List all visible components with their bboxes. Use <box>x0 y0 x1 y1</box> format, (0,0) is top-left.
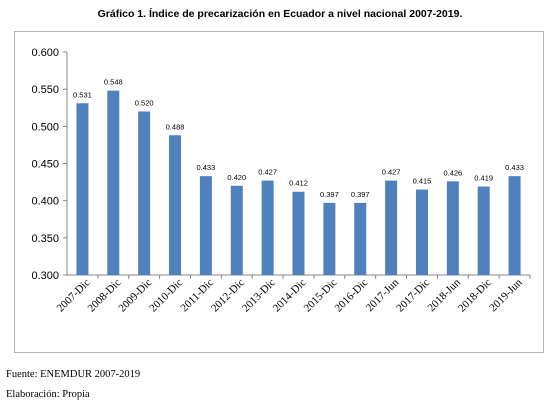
bar <box>354 202 367 275</box>
data-label: 0.397 <box>320 190 339 199</box>
chart-title: Gráfico 1. Índice de precarización en Ec… <box>97 8 463 20</box>
y-tick-label: 0.400 <box>31 196 59 208</box>
x-tick-label: 2013-Dic <box>240 277 278 315</box>
y-tick-label: 0.350 <box>31 233 59 245</box>
data-label: 0.412 <box>289 179 308 188</box>
bar <box>415 189 428 275</box>
data-label: 0.427 <box>382 168 401 177</box>
elaboration-note: Elaboración: Propia <box>6 389 90 400</box>
bar <box>76 103 89 275</box>
data-label: 0.433 <box>197 163 216 172</box>
bar <box>385 180 398 275</box>
y-tick-label: 0.450 <box>31 159 59 171</box>
y-tick-label: 0.600 <box>31 47 59 59</box>
data-label: 0.420 <box>227 173 246 182</box>
data-label: 0.397 <box>351 190 370 199</box>
chart-frame <box>14 31 544 353</box>
y-tick-label: 0.550 <box>31 84 59 96</box>
source-note: Fuente: ENEMDUR 2007-2019 <box>6 369 141 380</box>
bar <box>508 176 521 275</box>
x-tick-label: 2017-Dic <box>394 277 432 315</box>
data-label: 0.427 <box>258 168 277 177</box>
bar <box>261 180 274 275</box>
bar <box>446 181 459 275</box>
x-tick-label: 2018-Dic <box>456 277 494 315</box>
x-tick-label: 2009-Dic <box>116 277 154 315</box>
bar-chart: 0.300 0.350 0.400 0.450 0.500 0.550 0.600 0.531… <box>31 47 531 315</box>
data-label: 0.520 <box>135 98 154 107</box>
bar <box>169 135 182 275</box>
data-label: 0.548 <box>104 78 123 87</box>
data-label: 0.488 <box>166 122 185 131</box>
y-tick-label: 0.500 <box>31 121 59 133</box>
data-label: 0.433 <box>505 163 524 172</box>
x-tick-label: 2016-Dic <box>332 277 370 315</box>
bar <box>107 90 120 275</box>
bar <box>199 176 212 275</box>
bar <box>230 185 243 275</box>
y-tick-label: 0.300 <box>31 270 59 282</box>
x-tick-label: 2019-Jun <box>487 276 525 314</box>
bar <box>138 111 151 275</box>
x-tick-label: 2014-Dic <box>271 277 309 315</box>
bar <box>292 191 305 275</box>
data-label: 0.419 <box>474 174 493 183</box>
bar <box>323 202 336 275</box>
data-label: 0.531 <box>73 90 92 99</box>
x-tick-label: 2010-Dic <box>147 277 185 315</box>
data-label: 0.415 <box>413 177 432 186</box>
x-tick-label: 2007-Dic <box>55 277 93 315</box>
bar <box>477 186 490 275</box>
x-tick-label: 2012-Dic <box>209 277 247 315</box>
data-label: 0.426 <box>443 168 462 177</box>
